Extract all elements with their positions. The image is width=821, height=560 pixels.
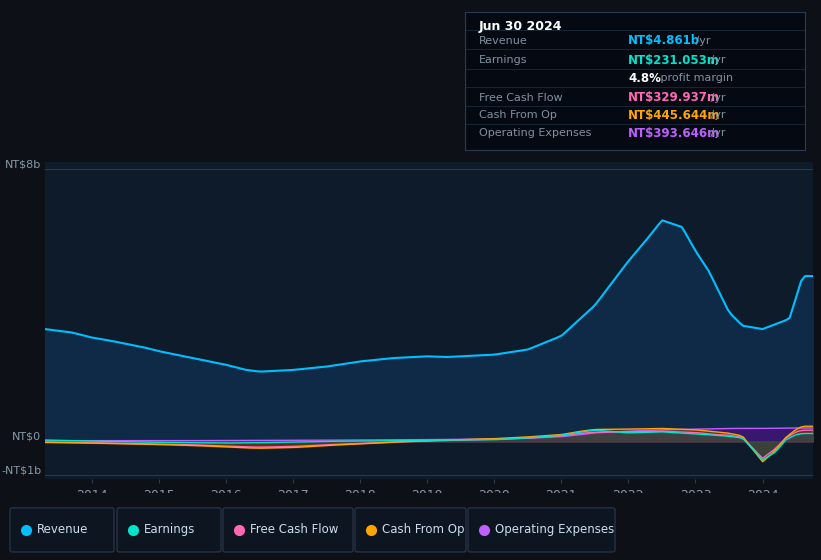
Text: Operating Expenses: Operating Expenses	[479, 128, 591, 138]
Text: NT$0: NT$0	[12, 431, 41, 441]
Text: -NT$1b: -NT$1b	[1, 465, 41, 475]
FancyBboxPatch shape	[117, 508, 221, 552]
Text: NT$445.644m: NT$445.644m	[628, 109, 721, 122]
FancyBboxPatch shape	[468, 508, 615, 552]
Text: 4.8%: 4.8%	[628, 72, 661, 85]
Text: Earnings: Earnings	[479, 55, 527, 66]
FancyBboxPatch shape	[223, 508, 353, 552]
Text: /yr: /yr	[707, 110, 725, 120]
Text: Operating Expenses: Operating Expenses	[495, 524, 614, 536]
FancyBboxPatch shape	[355, 508, 466, 552]
Text: profit margin: profit margin	[657, 73, 733, 83]
Text: Free Cash Flow: Free Cash Flow	[479, 92, 562, 102]
Text: Cash From Op: Cash From Op	[479, 110, 557, 120]
Text: /yr: /yr	[707, 128, 725, 138]
Text: Revenue: Revenue	[37, 524, 89, 536]
Text: /yr: /yr	[707, 55, 725, 66]
Text: Jun 30 2024: Jun 30 2024	[479, 20, 562, 33]
Text: NT$4.861b: NT$4.861b	[628, 35, 700, 48]
Text: NT$393.646m: NT$393.646m	[628, 127, 721, 140]
Text: NT$8b: NT$8b	[5, 159, 41, 169]
Text: Free Cash Flow: Free Cash Flow	[250, 524, 338, 536]
FancyBboxPatch shape	[10, 508, 114, 552]
Text: Cash From Op: Cash From Op	[382, 524, 465, 536]
Text: /yr: /yr	[692, 36, 711, 46]
Text: NT$231.053m: NT$231.053m	[628, 54, 720, 67]
Text: Revenue: Revenue	[479, 36, 527, 46]
Text: NT$329.937m: NT$329.937m	[628, 91, 720, 104]
Text: Earnings: Earnings	[144, 524, 195, 536]
Text: /yr: /yr	[707, 92, 725, 102]
